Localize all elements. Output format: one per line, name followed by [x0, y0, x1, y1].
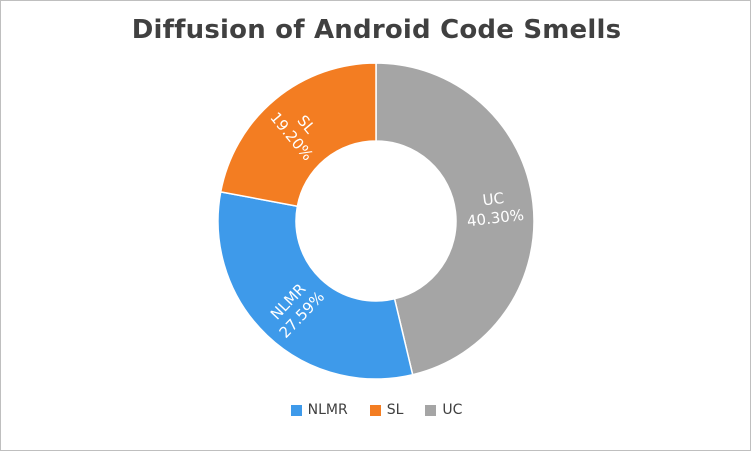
legend-label-sl: SL: [386, 402, 404, 418]
legend-swatch-nlmr: [290, 404, 302, 416]
slice-uc[interactable]: [375, 62, 535, 376]
slice-nlmr[interactable]: [217, 190, 414, 380]
legend-item-sl[interactable]: SL: [369, 402, 404, 418]
legend-label-nlmr: NLMR: [307, 402, 348, 418]
legend-item-nlmr[interactable]: NLMR: [290, 402, 348, 418]
legend-swatch-sl: [369, 404, 381, 416]
slice-sl[interactable]: [219, 62, 377, 208]
legend-label-uc: UC: [442, 402, 463, 418]
slice-label-name-uc: UC: [482, 189, 505, 209]
legend-item-uc[interactable]: UC: [425, 402, 462, 418]
chart-title: Diffusion of Android Code Smells: [131, 15, 622, 45]
legend: NLMR SL UC: [1, 402, 751, 418]
legend-swatch-uc: [425, 404, 437, 416]
